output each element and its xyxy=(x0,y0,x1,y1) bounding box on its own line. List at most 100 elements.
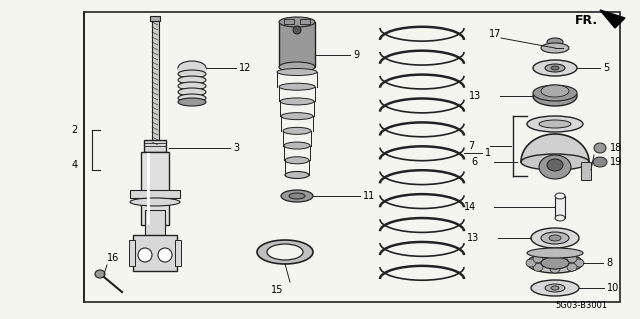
Ellipse shape xyxy=(279,17,315,27)
Bar xyxy=(279,22,315,67)
Ellipse shape xyxy=(531,280,579,296)
Ellipse shape xyxy=(539,120,571,128)
Ellipse shape xyxy=(533,60,577,76)
Polygon shape xyxy=(600,10,625,28)
Text: 3: 3 xyxy=(233,143,239,153)
Ellipse shape xyxy=(178,82,206,90)
Ellipse shape xyxy=(555,193,565,199)
Ellipse shape xyxy=(545,284,565,292)
Text: 17: 17 xyxy=(488,29,501,39)
Ellipse shape xyxy=(281,113,313,120)
Ellipse shape xyxy=(95,270,105,278)
Ellipse shape xyxy=(594,143,606,153)
Bar xyxy=(129,240,135,266)
Ellipse shape xyxy=(293,26,301,34)
Text: 9: 9 xyxy=(353,50,359,60)
Text: 12: 12 xyxy=(239,63,252,73)
Polygon shape xyxy=(521,134,589,162)
Ellipse shape xyxy=(549,235,561,241)
Ellipse shape xyxy=(285,172,309,179)
Bar xyxy=(144,140,166,152)
Ellipse shape xyxy=(541,232,569,244)
Ellipse shape xyxy=(527,253,583,273)
Ellipse shape xyxy=(267,244,303,260)
Ellipse shape xyxy=(283,127,311,134)
Text: 18: 18 xyxy=(610,143,622,153)
Ellipse shape xyxy=(533,86,577,106)
Ellipse shape xyxy=(541,257,569,269)
Ellipse shape xyxy=(533,255,543,263)
Text: 13: 13 xyxy=(468,91,481,101)
Ellipse shape xyxy=(178,70,206,78)
Bar xyxy=(152,20,159,145)
Text: 5: 5 xyxy=(603,63,609,73)
Text: 2: 2 xyxy=(72,125,78,135)
Ellipse shape xyxy=(284,142,310,149)
Ellipse shape xyxy=(289,193,305,199)
Ellipse shape xyxy=(526,259,536,267)
Ellipse shape xyxy=(521,154,589,170)
Bar xyxy=(555,196,565,218)
Ellipse shape xyxy=(545,64,565,72)
Text: 14: 14 xyxy=(464,202,476,212)
Ellipse shape xyxy=(547,38,563,46)
Text: 6: 6 xyxy=(472,157,478,167)
Text: 15: 15 xyxy=(271,285,283,295)
Ellipse shape xyxy=(541,85,569,97)
Ellipse shape xyxy=(178,98,206,106)
Ellipse shape xyxy=(555,215,565,221)
Text: 10: 10 xyxy=(607,283,620,293)
Bar xyxy=(145,210,165,235)
Ellipse shape xyxy=(178,94,206,102)
Ellipse shape xyxy=(539,155,571,179)
Ellipse shape xyxy=(527,116,583,132)
Text: 11: 11 xyxy=(363,191,375,201)
Bar xyxy=(178,68,206,74)
Ellipse shape xyxy=(277,69,317,76)
Bar xyxy=(150,16,160,21)
Ellipse shape xyxy=(533,263,543,271)
Ellipse shape xyxy=(178,76,206,84)
Ellipse shape xyxy=(531,228,579,248)
Bar xyxy=(284,19,294,24)
Text: 8: 8 xyxy=(606,258,612,268)
Bar xyxy=(300,19,310,24)
Text: FR.: FR. xyxy=(575,13,598,26)
Text: 4: 4 xyxy=(72,160,78,170)
Text: 13: 13 xyxy=(467,233,479,243)
Ellipse shape xyxy=(533,85,577,101)
Text: 19: 19 xyxy=(610,157,622,167)
Bar xyxy=(130,190,180,198)
Text: 16: 16 xyxy=(107,253,119,263)
Text: 7: 7 xyxy=(468,141,474,151)
Text: 5G03-B3001: 5G03-B3001 xyxy=(555,301,607,310)
Ellipse shape xyxy=(130,198,180,206)
Ellipse shape xyxy=(550,253,560,261)
Bar xyxy=(133,235,177,271)
Ellipse shape xyxy=(138,248,152,262)
Ellipse shape xyxy=(527,248,583,258)
Ellipse shape xyxy=(178,61,206,75)
Ellipse shape xyxy=(541,43,569,53)
Ellipse shape xyxy=(551,286,559,290)
Ellipse shape xyxy=(593,157,607,167)
Ellipse shape xyxy=(550,265,560,273)
Bar xyxy=(141,152,169,225)
Text: 1: 1 xyxy=(485,148,491,158)
Ellipse shape xyxy=(257,240,313,264)
Ellipse shape xyxy=(280,98,314,105)
Ellipse shape xyxy=(279,62,315,72)
Ellipse shape xyxy=(285,157,309,164)
Ellipse shape xyxy=(547,159,563,171)
Ellipse shape xyxy=(178,88,206,96)
Ellipse shape xyxy=(567,263,577,271)
Bar xyxy=(175,240,181,266)
Bar xyxy=(84,12,620,302)
Ellipse shape xyxy=(279,83,315,90)
Bar xyxy=(581,162,591,180)
Ellipse shape xyxy=(567,255,577,263)
Ellipse shape xyxy=(158,248,172,262)
Ellipse shape xyxy=(281,190,313,202)
Ellipse shape xyxy=(551,66,559,70)
Ellipse shape xyxy=(574,259,584,267)
